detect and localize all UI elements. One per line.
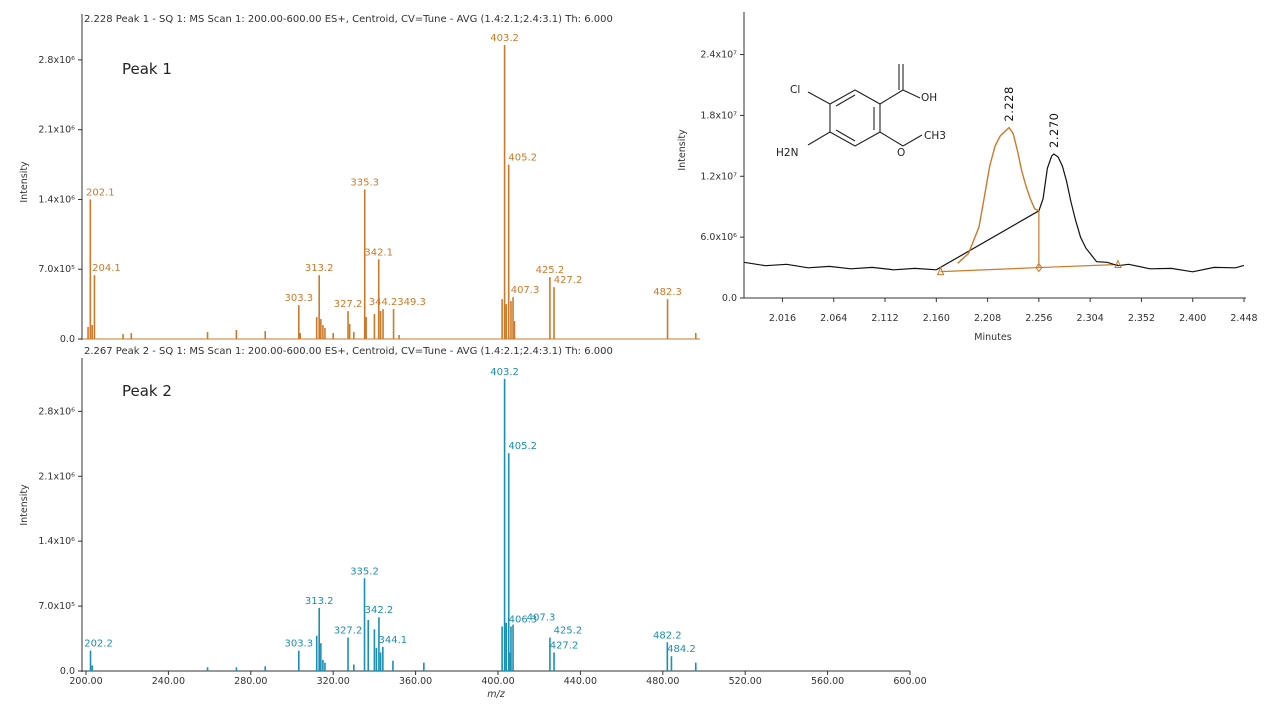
spectrum-peak1-panel: 2.228 Peak 1 - SQ 1: MS Scan 1: 200.00-6… xyxy=(19,14,910,345)
chromatogram-xtick-label: 2.016 xyxy=(769,313,796,324)
chromatogram-peak-label: 2.270 xyxy=(1047,113,1061,148)
peak-label-427.2: 427.2 xyxy=(554,275,583,286)
chromatogram-xlabel: Minutes xyxy=(974,332,1011,343)
peak-label-202.1: 202.1 xyxy=(86,187,115,198)
spectrum-peak1-ylabel: Intensity xyxy=(19,161,30,203)
chromatogram-xtick-label: 2.448 xyxy=(1230,313,1257,324)
spectrum-peak2-ylabel: Intensity xyxy=(19,484,30,526)
ytick-label: 7.0x10⁵ xyxy=(38,264,75,275)
peak-label-407.3: 407.3 xyxy=(527,613,556,624)
peak-label-327.2: 327.2 xyxy=(334,626,363,637)
peak-label-403.2: 403.2 xyxy=(490,33,519,44)
peak-label-303.3: 303.3 xyxy=(284,293,313,304)
chromatogram-peak1-trace xyxy=(957,126,1040,264)
xtick-label: 440.00 xyxy=(564,676,597,687)
chromatogram-xtick-label: 2.400 xyxy=(1179,313,1206,324)
xtick-label: 280.00 xyxy=(234,676,267,687)
spectrum-peak2-label: Peak 2 xyxy=(122,382,172,400)
spectrum-peak2-panel: 2.267 Peak 2 - SQ 1: MS Scan 1: 200.00-6… xyxy=(19,346,927,700)
peak-label-403.2: 403.2 xyxy=(490,367,519,378)
peak-label-484.2: 484.2 xyxy=(667,644,696,655)
xtick-label: 520.00 xyxy=(729,676,762,687)
peak-label-335.2: 335.2 xyxy=(350,566,379,577)
peak-label-425.2: 425.2 xyxy=(554,626,583,637)
ytick-label: 2.8x10⁶ xyxy=(38,55,75,66)
chromatogram-background xyxy=(700,8,1270,348)
peak-label-405.2: 405.2 xyxy=(508,153,537,164)
xtick-label: 360.00 xyxy=(399,676,432,687)
spectrum-peak1-label: Peak 1 xyxy=(122,60,172,78)
xtick-label: 320.00 xyxy=(317,676,350,687)
xtick-label: 200.00 xyxy=(69,676,102,687)
xtick-label: 600.00 xyxy=(893,676,926,687)
integration-valley-marker xyxy=(1035,262,1043,273)
chromatogram-xtick-label: 2.064 xyxy=(820,313,847,324)
molecule-structure: Cl OH O CH3 H2N xyxy=(776,64,946,159)
peak-label-202.2: 202.2 xyxy=(84,639,113,650)
peak-label-349.3: 349.3 xyxy=(397,297,426,308)
chromatogram-xtick-label: 2.304 xyxy=(1077,313,1104,324)
peak-label-425.2: 425.2 xyxy=(536,265,565,276)
peak-label-407.3: 407.3 xyxy=(511,285,540,296)
chromatogram-xtick-label: 2.256 xyxy=(1025,313,1052,324)
xtick-label: 480.00 xyxy=(646,676,679,687)
chromatogram-xtick-label: 2.160 xyxy=(923,313,950,324)
peak-label-427.2: 427.2 xyxy=(550,640,579,651)
peak-label-405.2: 405.2 xyxy=(508,441,537,452)
integration-end-marker xyxy=(1114,259,1122,269)
spectrum-peak2-xlabel: m/z xyxy=(487,689,505,700)
xtick-label: 240.00 xyxy=(152,676,185,687)
molecule-h2n-label: H2N xyxy=(776,147,798,159)
ytick-label: 2.1x10⁶ xyxy=(38,125,75,136)
ytick-label: 2.8x10⁶ xyxy=(38,406,75,417)
chromatogram-xtick-label: 2.208 xyxy=(974,313,1001,324)
peak-label-482.2: 482.2 xyxy=(653,630,682,641)
chromatogram-xtick-label: 2.352 xyxy=(1128,313,1155,324)
peak-label-344.1: 344.1 xyxy=(379,635,408,646)
chromatogram-ytick-label: 1.2x10⁷ xyxy=(700,171,737,182)
chromatogram-ylabel: Intensity xyxy=(677,129,688,171)
integration-start-marker xyxy=(936,266,945,276)
peak-label-335.3: 335.3 xyxy=(350,177,379,188)
spectrum-peak1-header: 2.228 Peak 1 - SQ 1: MS Scan 1: 200.00-6… xyxy=(84,14,613,25)
ytick-label: 1.4x10⁶ xyxy=(38,536,75,547)
ytick-label: 2.1x10⁶ xyxy=(38,471,75,482)
chromatogram-ytick-label: 0.0 xyxy=(722,293,737,304)
chromatogram-peak-label: 2.228 xyxy=(1002,86,1016,121)
chromatogram-trace xyxy=(743,153,1245,273)
spectrum-peak2-header: 2.267 Peak 2 - SQ 1: MS Scan 1: 200.00-6… xyxy=(84,346,613,357)
peak-label-342.2: 342.2 xyxy=(365,605,394,616)
peak-label-303.3: 303.3 xyxy=(284,639,313,650)
molecule-oh-label: OH xyxy=(921,92,937,104)
peak-label-204.1: 204.1 xyxy=(92,263,121,274)
peak-label-482.3: 482.3 xyxy=(653,287,682,298)
peak-label-313.2: 313.2 xyxy=(305,263,334,274)
peak-label-344.2: 344.2 xyxy=(369,297,398,308)
ytick-label: 7.0x10⁵ xyxy=(38,601,75,612)
ytick-label: 0.0 xyxy=(60,334,75,345)
peak-label-327.2: 327.2 xyxy=(334,299,363,310)
xtick-label: 560.00 xyxy=(811,676,844,687)
chromatogram-panel: Intensity Minutes 0.0 6.0x10⁶ 1.2x10⁷ 1.8x1… xyxy=(677,8,1270,348)
chromatogram-ytick-label: 1.8x10⁷ xyxy=(700,110,737,121)
peak-label-313.2: 313.2 xyxy=(305,596,334,607)
ytick-label: 1.4x10⁶ xyxy=(38,194,75,205)
chromatogram-xtick-label: 2.112 xyxy=(871,313,898,324)
peak-label-406.3: 406.3 xyxy=(509,614,538,625)
chromatogram-ytick-label: 6.0x10⁶ xyxy=(700,232,737,243)
chromatogram-ytick-label: 2.4x10⁷ xyxy=(700,50,737,61)
molecule-o-label: O xyxy=(897,147,905,159)
molecule-ch3-label: CH3 xyxy=(924,130,946,142)
xtick-label: 400.00 xyxy=(481,676,514,687)
ytick-label: 0.0 xyxy=(60,666,75,677)
molecule-cl-label: Cl xyxy=(790,84,800,96)
peak-label-342.1: 342.1 xyxy=(364,247,393,258)
